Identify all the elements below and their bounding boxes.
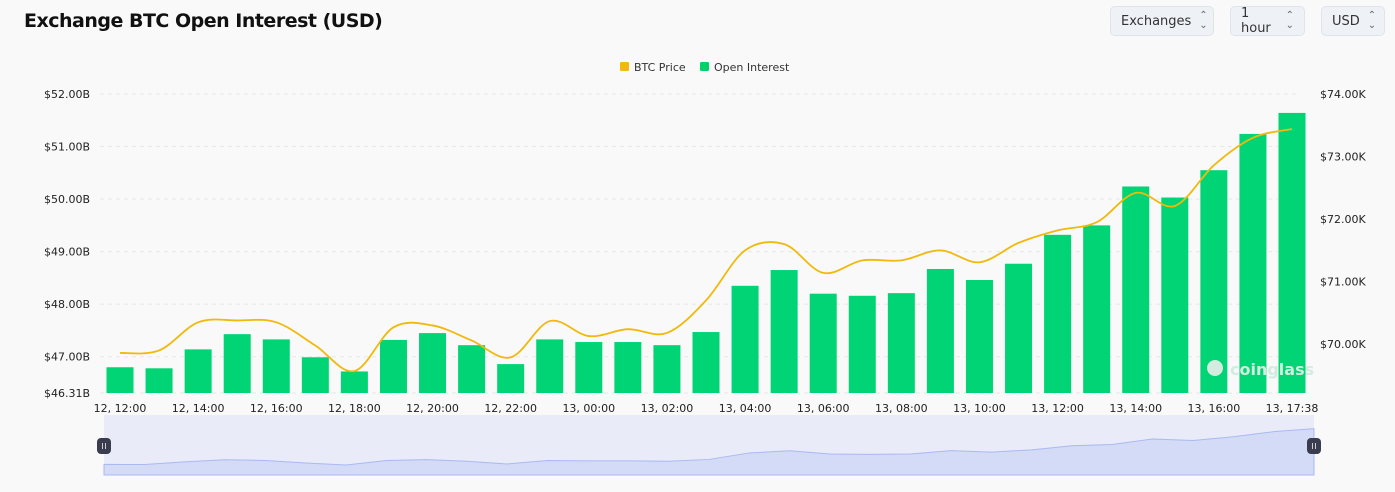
x-tick-label: 13, 00:00 xyxy=(562,402,615,415)
open-interest-bar xyxy=(184,349,212,393)
legend-label: Open Interest xyxy=(714,61,790,74)
x-tick-label: 13, 12:00 xyxy=(1031,402,1084,415)
legend-label: BTC Price xyxy=(634,61,686,74)
x-tick-label: 12, 18:00 xyxy=(328,402,381,415)
zoom-handle-right[interactable] xyxy=(1307,438,1321,454)
y-left-tick-label: $50.00B xyxy=(44,193,90,206)
open-interest-bar xyxy=(497,364,525,393)
open-interest-bar xyxy=(809,293,837,393)
open-interest-bar xyxy=(575,342,603,393)
y-left-tick-label: $47.00B xyxy=(44,351,90,364)
chevron-updown-icon: ⌃ ⌄ xyxy=(1285,10,1294,31)
open-interest-bar xyxy=(1200,170,1228,393)
y-right-tick-label: $73.00K xyxy=(1320,151,1366,164)
open-interest-bar xyxy=(145,368,173,393)
exchanges-select[interactable]: Exchanges ⌃ ⌄ xyxy=(1110,6,1214,36)
y-right-tick-label: $72.00K xyxy=(1320,213,1366,226)
btc-price-line xyxy=(119,128,1293,373)
open-interest-bar xyxy=(1044,234,1072,393)
open-interest-bar xyxy=(731,285,759,393)
x-tick-label: 13, 06:00 xyxy=(797,402,850,415)
x-tick-label: 12, 16:00 xyxy=(250,402,303,415)
x-tick-label: 13, 02:00 xyxy=(641,402,694,415)
open-interest-bar xyxy=(692,332,720,393)
x-tick-label: 13, 16:00 xyxy=(1188,402,1241,415)
watermark-logo: coinglass xyxy=(1230,360,1314,379)
y-right-tick-label: $70.00K xyxy=(1320,338,1366,351)
chevron-updown-icon: ⌃ ⌄ xyxy=(1199,10,1208,31)
zoom-handle-left[interactable] xyxy=(97,438,111,454)
open-interest-bar xyxy=(926,268,954,393)
open-interest-bar xyxy=(1122,186,1150,393)
y-left-tick-label: $51.00B xyxy=(44,141,90,154)
currency-select-label: USD xyxy=(1332,13,1360,29)
exchanges-select-label: Exchanges xyxy=(1121,13,1192,29)
open-interest-bar xyxy=(458,345,486,393)
open-interest-bar xyxy=(340,371,368,393)
chevron-updown-icon: ⌃ ⌄ xyxy=(1367,10,1377,31)
y-right-tick-label: $74.00K xyxy=(1320,88,1366,101)
open-interest-bar xyxy=(1005,263,1033,393)
x-tick-label: 13, 04:00 xyxy=(719,402,772,415)
x-tick-label: 13, 10:00 xyxy=(953,402,1006,415)
y-left-tick-label: $48.00B xyxy=(44,298,90,311)
legend-swatch xyxy=(620,62,629,71)
open-interest-bar xyxy=(770,270,798,393)
interval-select-label: 1 hour xyxy=(1241,6,1271,36)
open-interest-bar xyxy=(223,334,251,393)
zoom-slider-preview xyxy=(103,428,1315,476)
x-tick-label: 13, 17:38 xyxy=(1266,402,1319,415)
open-interest-bar xyxy=(536,339,564,393)
y-left-tick-label: $46.31B xyxy=(44,387,90,400)
y-right-tick-label: $71.00K xyxy=(1320,276,1366,289)
open-interest-bar xyxy=(653,345,681,393)
open-interest-bar xyxy=(1083,225,1111,393)
open-interest-bar xyxy=(848,295,876,393)
x-tick-label: 13, 14:00 xyxy=(1109,402,1162,415)
open-interest-bar xyxy=(419,333,447,393)
x-tick-label: 12, 14:00 xyxy=(172,402,225,415)
x-tick-label: 12, 22:00 xyxy=(484,402,537,415)
open-interest-bar xyxy=(301,357,329,393)
interval-select[interactable]: 1 hour ⌃ ⌄ xyxy=(1230,6,1305,36)
watermark-icon xyxy=(1207,360,1223,376)
open-interest-bar xyxy=(379,339,407,393)
x-tick-label: 13, 08:00 xyxy=(875,402,928,415)
legend-swatch xyxy=(700,62,709,71)
open-interest-bar xyxy=(887,293,915,393)
x-tick-label: 12, 20:00 xyxy=(406,402,459,415)
open-interest-bar xyxy=(965,280,993,393)
y-left-tick-label: $49.00B xyxy=(44,246,90,259)
open-interest-bar xyxy=(106,367,134,393)
page-title: Exchange BTC Open Interest (USD) xyxy=(24,10,383,32)
open-interest-bar xyxy=(1161,197,1189,393)
y-left-tick-label: $52.00B xyxy=(44,88,90,101)
open-interest-bar xyxy=(1278,112,1306,394)
open-interest-bar xyxy=(262,339,290,393)
open-interest-bar xyxy=(1239,133,1267,393)
x-tick-label: 12, 12:00 xyxy=(94,402,147,415)
currency-select[interactable]: USD ⌃ ⌄ xyxy=(1321,6,1385,36)
open-interest-bar xyxy=(614,342,642,393)
